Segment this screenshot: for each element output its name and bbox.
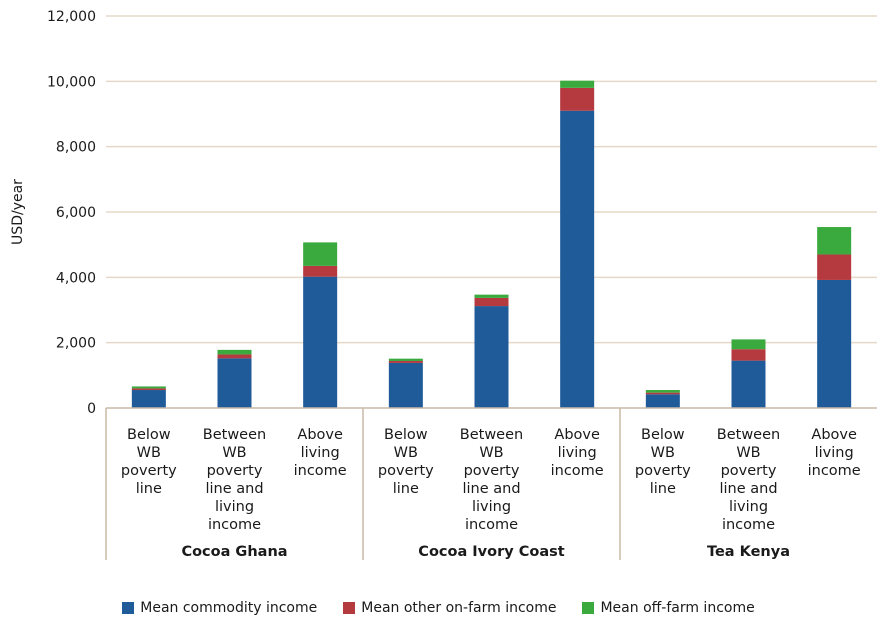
- y-axis-label: USD/year: [10, 179, 26, 245]
- y-tick-label: 0: [87, 401, 96, 417]
- bar-segment-off-farm: [388, 358, 423, 361]
- bar-segment-off-farm: [131, 386, 166, 389]
- bar-segment-other-on-farm: [560, 87, 595, 111]
- legend-label-other-on-farm: Mean other on-farm income: [361, 600, 557, 616]
- bar-segment-other-on-farm: [388, 360, 423, 363]
- legend-item-off-farm: Mean off-farm income: [582, 600, 755, 616]
- bar-segment-other-on-farm: [131, 388, 166, 391]
- category-label: Between WB poverty line and living income: [460, 427, 523, 533]
- legend-label-commodity: Mean commodity income: [140, 600, 318, 616]
- bar-segment-off-farm: [303, 242, 338, 266]
- bar-segment-commodity: [217, 358, 252, 408]
- bar-segment-other-on-farm: [731, 349, 766, 361]
- category-label: Above living income: [551, 427, 604, 479]
- legend-swatch-other-on-farm: [343, 602, 356, 614]
- gridlines: [106, 15, 877, 344]
- y-axis-ticks: 0 2,000 4,000 6,000 8,000 10,000 12,000: [47, 9, 96, 417]
- bar-segment-commodity: [474, 306, 509, 408]
- legend: Mean commodity income Mean other on-farm…: [0, 598, 877, 618]
- y-tick-label: 10,000: [47, 74, 96, 90]
- y-tick-label: 6,000: [56, 205, 96, 221]
- y-tick-label: 12,000: [47, 9, 96, 25]
- bars: [131, 80, 852, 408]
- bar-segment-commodity: [388, 362, 423, 408]
- category-label: Between WB poverty line and living income: [203, 427, 266, 533]
- bar-segment-other-on-farm: [303, 265, 338, 277]
- category-label: Below WB poverty line: [121, 427, 177, 497]
- x-axis: Below WB poverty line Between WB poverty line a…: [105, 407, 877, 560]
- category-label: Below WB poverty line: [378, 427, 434, 497]
- legend-item-commodity: Mean commodity income: [122, 600, 317, 616]
- category-label: Between WB poverty line and living income: [717, 427, 780, 533]
- bar-segment-commodity: [131, 390, 166, 408]
- group-label: Cocoa Ivory Coast: [418, 544, 564, 560]
- bar-segment-other-on-farm: [645, 392, 680, 395]
- bar-segment-commodity: [303, 276, 338, 408]
- y-tick-label: 4,000: [56, 270, 96, 286]
- bar-segment-off-farm: [731, 339, 766, 350]
- category-label: Below WB poverty line: [635, 427, 691, 497]
- legend-swatch-commodity: [122, 602, 135, 614]
- bar-segment-commodity: [731, 360, 766, 408]
- legend-swatch-off-farm: [582, 602, 595, 614]
- bar-segment-off-farm: [645, 390, 680, 393]
- bar-segment-other-on-farm: [474, 297, 509, 307]
- bar-segment-commodity: [560, 110, 595, 408]
- legend-label-off-farm: Mean off-farm income: [600, 600, 755, 616]
- bar-segment-commodity: [817, 279, 852, 408]
- group-label: Cocoa Ghana: [181, 544, 287, 560]
- bar-segment-other-on-farm: [817, 254, 852, 280]
- category-label: Above living income: [808, 427, 861, 479]
- legend-item-other-on-farm: Mean other on-farm income: [343, 600, 556, 616]
- y-tick-label: 8,000: [56, 140, 96, 156]
- bar-segment-off-farm: [560, 80, 595, 88]
- y-tick-label: 2,000: [56, 336, 96, 352]
- bar-segment-off-farm: [217, 349, 252, 355]
- bar-segment-other-on-farm: [217, 354, 252, 359]
- group-label: Tea Kenya: [707, 544, 790, 560]
- bar-segment-commodity: [645, 394, 680, 408]
- bar-segment-off-farm: [817, 227, 852, 255]
- category-label: Above living income: [294, 427, 347, 479]
- bar-segment-off-farm: [474, 294, 509, 298]
